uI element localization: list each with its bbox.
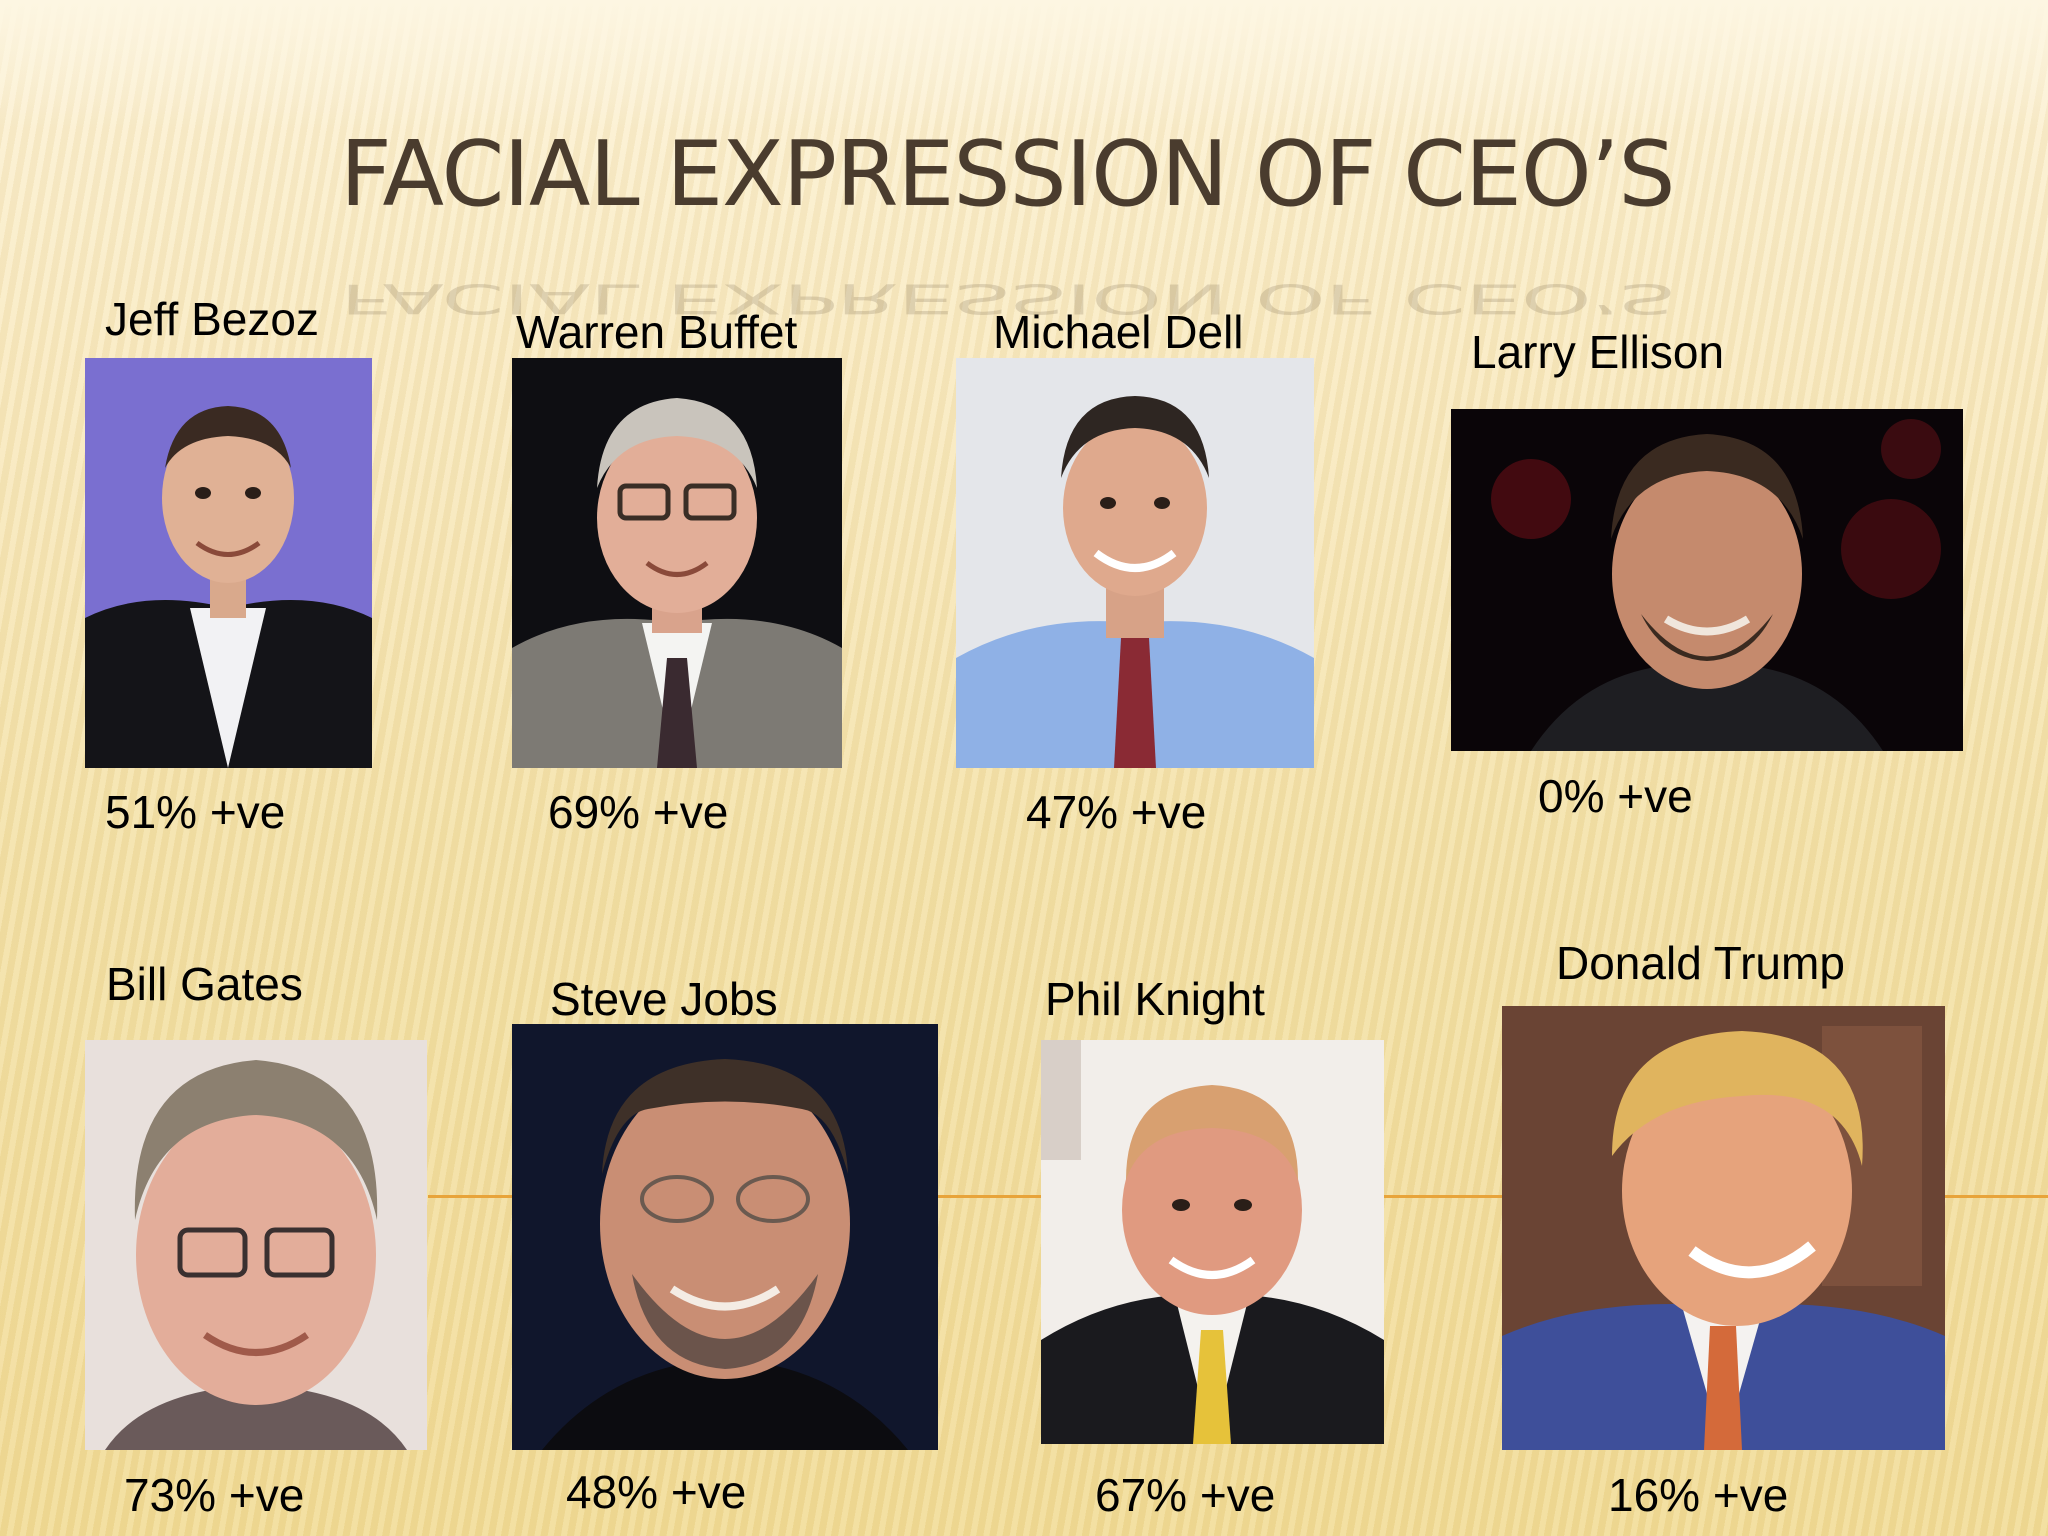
photo-phil-knight — [1041, 1040, 1384, 1444]
ceo-name-dell: Michael Dell — [993, 306, 1244, 358]
decorative-line — [1384, 1195, 1502, 1198]
slide-title: FACIAL EXPRESSION OF CEO’S — [340, 122, 1675, 227]
ceo-name-knight: Phil Knight — [1045, 973, 1265, 1025]
photo-steve-jobs — [512, 1024, 938, 1450]
positivity-score-buffet: 69% +ve — [548, 786, 729, 838]
positivity-score-bezos: 51% +ve — [105, 786, 286, 838]
ceo-name-bezos: Jeff Bezoz — [105, 293, 319, 345]
positivity-score-gates: 73% +ve — [124, 1469, 305, 1521]
ceo-name-jobs: Steve Jobs — [550, 973, 778, 1025]
positivity-score-jobs: 48% +ve — [566, 1466, 747, 1518]
ceo-name-trump: Donald Trump — [1556, 937, 1845, 989]
photo-michael-dell — [956, 358, 1314, 768]
photo-bill-gates — [85, 1040, 427, 1450]
ceo-name-ellison: Larry Ellison — [1471, 326, 1725, 378]
positivity-score-dell: 47% +ve — [1026, 786, 1207, 838]
photo-jeff-bezos — [85, 358, 372, 768]
photo-warren-buffet — [512, 358, 842, 768]
positivity-score-trump: 16% +ve — [1608, 1469, 1789, 1521]
decorative-line — [428, 1195, 513, 1198]
photo-larry-ellison — [1451, 409, 1963, 751]
slide-background-glow — [0, 0, 2048, 130]
ceo-name-gates: Bill Gates — [106, 958, 303, 1010]
positivity-score-knight: 67% +ve — [1095, 1469, 1276, 1521]
photo-donald-trump — [1502, 1006, 1945, 1450]
decorative-line — [1945, 1195, 2048, 1198]
ceo-name-buffet: Warren Buffet — [516, 306, 798, 358]
decorative-line — [938, 1195, 1041, 1198]
positivity-score-ellison: 0% +ve — [1538, 770, 1693, 822]
